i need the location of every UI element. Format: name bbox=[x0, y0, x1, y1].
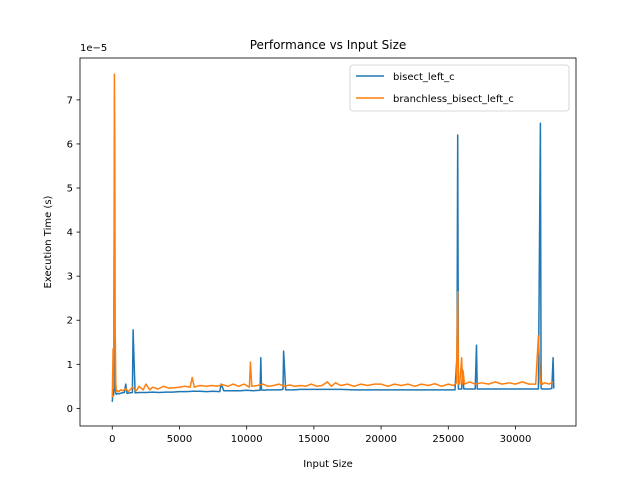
x-tick-label: 0 bbox=[109, 434, 115, 445]
x-axis-ticks: 0 5000 10000 15000 20000 25000 30000 bbox=[109, 426, 531, 445]
x-tick-label: 5000 bbox=[167, 434, 192, 445]
x-axis-label: Input Size bbox=[303, 459, 353, 470]
y-tick-label: 7 bbox=[67, 95, 73, 106]
x-tick-label: 20000 bbox=[365, 434, 397, 445]
chart-title: Performance vs Input Size bbox=[250, 38, 407, 52]
y-tick-label: 2 bbox=[67, 316, 73, 327]
x-tick-label: 15000 bbox=[298, 434, 330, 445]
plot-frame bbox=[79, 57, 577, 427]
series-line-bisect-left-c bbox=[111, 122, 555, 402]
y-tick-label: 4 bbox=[67, 228, 73, 239]
series-line-branchless-bisect-left-c bbox=[111, 73, 554, 398]
x-tick-label: 25000 bbox=[432, 434, 464, 445]
y-tick-label: 5 bbox=[67, 184, 73, 195]
y-tick-label: 1 bbox=[67, 360, 73, 371]
y-axis-ticks: 0 1 2 3 4 5 6 7 bbox=[67, 95, 80, 415]
x-tick-label: 30000 bbox=[500, 434, 532, 445]
y-axis-label: Execution Time (s) bbox=[43, 195, 54, 288]
legend: bisect_left_c branchless_bisect_left_c bbox=[349, 64, 570, 112]
legend-label-bisect-left-c: bisect_left_c bbox=[393, 72, 455, 83]
y-tick-label: 0 bbox=[67, 404, 73, 415]
x-tick-label: 10000 bbox=[231, 434, 263, 445]
y-offset-label: 1e−5 bbox=[80, 43, 107, 54]
y-tick-label: 3 bbox=[67, 272, 73, 283]
plot-series bbox=[111, 73, 555, 402]
y-tick-label: 6 bbox=[67, 139, 73, 150]
legend-label-branchless-bisect-left-c: branchless_bisect_left_c bbox=[393, 94, 514, 105]
legend-box bbox=[349, 64, 570, 112]
